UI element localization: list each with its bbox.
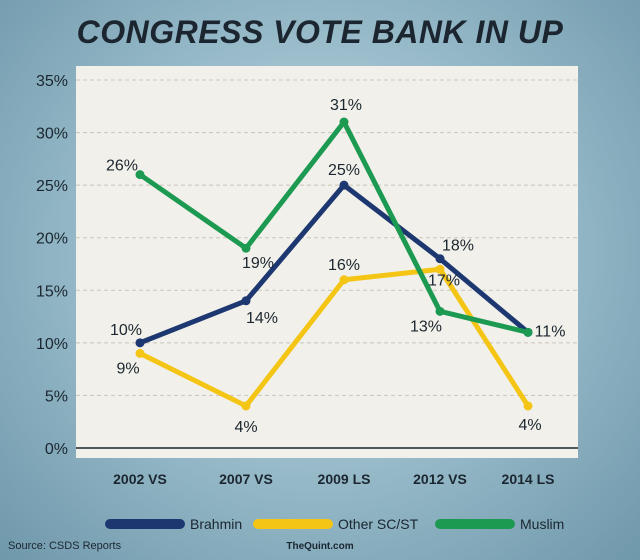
- y-tick-label: 35%: [36, 73, 68, 90]
- data-point: [135, 170, 145, 180]
- y-tick-label: 5%: [45, 388, 68, 405]
- data-label: 19%: [242, 255, 274, 272]
- data-label: 25%: [328, 162, 360, 179]
- data-label: 31%: [330, 97, 362, 114]
- data-label: 26%: [106, 158, 138, 175]
- y-tick-label: 30%: [36, 126, 68, 143]
- legend-label: Brahmin: [190, 516, 242, 532]
- data-point: [523, 327, 533, 337]
- data-point: [339, 180, 349, 190]
- data-label: 14%: [246, 310, 278, 327]
- x-tick-label: 2014 LS: [502, 471, 555, 487]
- data-label: 4%: [518, 417, 541, 434]
- data-label: 18%: [442, 238, 474, 255]
- y-tick-label: 25%: [36, 178, 68, 195]
- data-label: 16%: [328, 257, 360, 274]
- brand-watermark: TheQuint.com: [286, 541, 354, 552]
- data-point: [241, 296, 251, 306]
- data-point: [135, 338, 145, 348]
- y-tick-label: 15%: [36, 283, 68, 300]
- data-label: 17%: [428, 272, 460, 289]
- x-tick-label: 2012 VS: [413, 471, 467, 487]
- data-point: [435, 264, 445, 274]
- data-point: [435, 306, 445, 316]
- legend-label: Other SC/ST: [338, 516, 419, 532]
- data-point: [241, 401, 251, 411]
- data-point: [241, 243, 251, 253]
- x-tick-label: 2002 VS: [113, 471, 167, 487]
- data-label: 10%: [110, 322, 142, 339]
- x-tick-label: 2009 LS: [318, 471, 371, 487]
- y-tick-label: 20%: [36, 231, 68, 248]
- y-tick-label: 0%: [45, 441, 68, 458]
- plot-area: [76, 66, 578, 458]
- source-note: Source: CSDS Reports: [8, 540, 122, 552]
- data-point: [339, 117, 349, 127]
- data-label: 4%: [234, 419, 257, 436]
- data-label: 13%: [410, 318, 442, 335]
- x-tick-label: 2007 VS: [219, 471, 273, 487]
- data-point: [435, 254, 445, 264]
- data-point: [339, 275, 349, 285]
- data-label: 9%: [116, 360, 139, 377]
- data-label: 11%: [535, 323, 566, 340]
- legend-label: Muslim: [520, 516, 564, 532]
- chart-title: CONGRESS VOTE BANK IN UP: [76, 14, 564, 50]
- data-point: [135, 348, 145, 358]
- data-point: [523, 401, 533, 411]
- y-tick-label: 10%: [36, 336, 68, 353]
